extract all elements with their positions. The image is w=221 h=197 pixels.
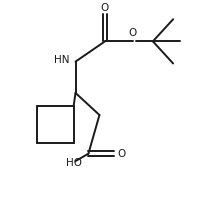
- Text: HO: HO: [66, 158, 82, 168]
- Text: HN: HN: [55, 55, 70, 65]
- Text: O: O: [128, 28, 137, 38]
- Text: O: O: [101, 3, 109, 13]
- Text: O: O: [117, 149, 125, 159]
